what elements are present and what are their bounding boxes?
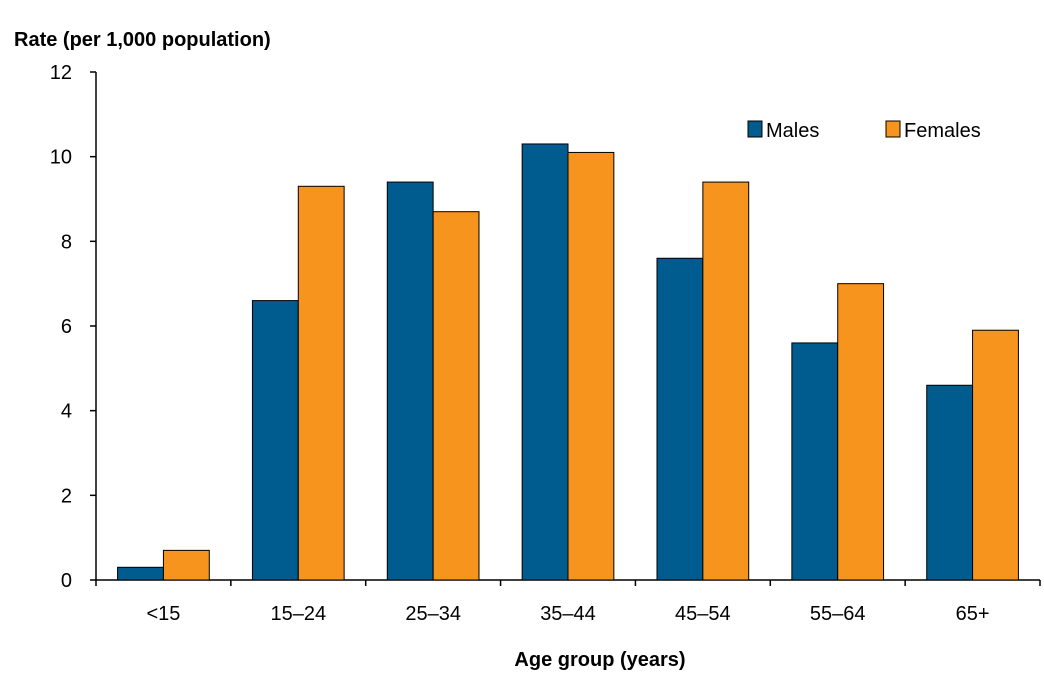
bars: [117, 143, 1019, 581]
bar-females-6: [972, 329, 1019, 581]
bar-females-4: [702, 181, 750, 581]
bar-males-5: [791, 342, 839, 581]
y-tick-label: 6: [61, 316, 72, 338]
legend-swatch-males: [747, 120, 763, 138]
x-tick-label: <15: [146, 603, 180, 625]
x-tick-label: 45–54: [675, 603, 731, 625]
legend: Males Females: [747, 120, 981, 142]
y-axis: 0 2 4 6 8 10 12: [50, 62, 97, 592]
x-tick-label: 65+: [956, 603, 990, 625]
y-tick-label: 4: [61, 401, 72, 423]
x-tick-label: 25–34: [405, 603, 461, 625]
x-tick-label: 15–24: [270, 603, 326, 625]
bar-males-4: [656, 257, 704, 581]
y-tick-label: 10: [50, 147, 72, 169]
y-tick-label: 2: [61, 485, 72, 507]
legend-label-males: Males: [766, 120, 819, 142]
bar-females-5: [837, 283, 885, 581]
y-tick-label: 12: [50, 62, 72, 84]
x-axis: <15 15–24 25–34 35–44 45–54 55–64 65+: [95, 579, 1041, 625]
legend-label-females: Females: [904, 120, 981, 142]
bar-females-1: [297, 185, 345, 581]
legend-swatch-females: [885, 120, 901, 138]
x-tick-label: 55–64: [810, 603, 866, 625]
bar-males-3: [521, 143, 569, 581]
bar-males-0: [117, 566, 164, 581]
x-tick-label: 35–44: [540, 603, 596, 625]
x-axis-title: Age group (years): [514, 649, 685, 671]
y-tick-label: 8: [61, 231, 72, 253]
bar-males-1: [251, 300, 299, 581]
y-axis-title: Rate (per 1,000 population): [14, 29, 271, 51]
bar-females-3: [567, 151, 615, 581]
bar-females-0: [162, 549, 210, 581]
bar-females-2: [432, 211, 480, 581]
y-tick-label: 0: [61, 570, 72, 592]
bar-males-6: [926, 384, 974, 581]
bar-males-2: [386, 181, 434, 581]
